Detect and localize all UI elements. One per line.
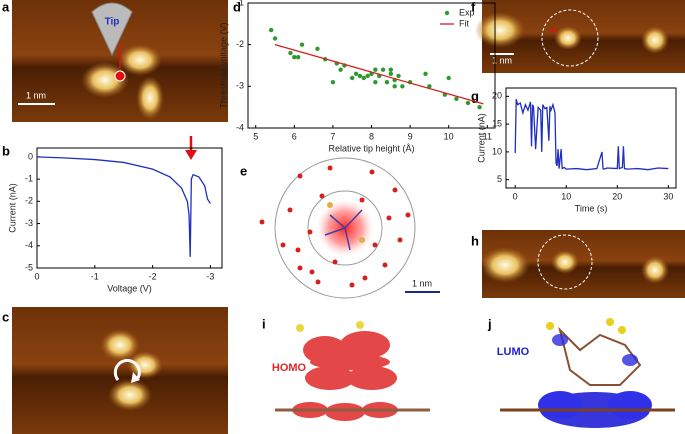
y-axis-label: Threshold voltage (V) (218, 22, 228, 108)
data-point (454, 96, 459, 102)
y-tick-label: 0 (28, 151, 33, 161)
x-tick-label: -1 (91, 271, 99, 281)
data-point (400, 84, 405, 89)
x-tick-label: 7 (330, 131, 335, 141)
panel-label: h (471, 233, 479, 248)
data-point (315, 46, 320, 52)
data-point (299, 42, 305, 47)
y-tick-label: 5 (497, 174, 502, 184)
y-tick-label: -2 (236, 39, 244, 49)
scale-bar-label: 1 nm (492, 55, 512, 65)
panel-label: d (233, 0, 241, 14)
stm-image-h (480, 230, 685, 298)
data-point (361, 75, 366, 81)
y-tick-label: 20 (492, 91, 502, 101)
x-tick-label: 11 (483, 131, 492, 141)
data-point (477, 104, 482, 110)
scale-bar-label: 1 nm (26, 90, 46, 100)
x-tick-label: 8 (369, 131, 374, 141)
x-tick-label: 0 (513, 191, 518, 201)
data-point (427, 84, 432, 89)
data-point (423, 71, 428, 77)
data-point (288, 50, 293, 56)
x-tick-label: 30 (663, 191, 673, 201)
x-tick-label: 9 (408, 131, 413, 141)
panel-label: b (2, 143, 10, 158)
x-tick-label: 0 (34, 271, 39, 281)
panel-label: j (487, 316, 492, 331)
data-point (268, 27, 274, 33)
data-line (274, 44, 484, 105)
x-axis-label: Time (s) (575, 203, 608, 213)
y-axis-label: Current (nA) (476, 113, 486, 163)
data-point (353, 71, 359, 77)
y-tick-label: -5 (25, 262, 33, 272)
plot-frame (247, 2, 496, 129)
x-tick-label: 6 (292, 131, 297, 141)
x-tick-label: 5 (253, 131, 258, 141)
stm-image-c (12, 307, 228, 434)
data-point (388, 71, 393, 77)
data-point (365, 73, 370, 79)
data-point (350, 75, 355, 81)
y-axis-label: Current (nA) (7, 183, 17, 233)
data-point (373, 67, 378, 72)
x-tick-label: -3 (206, 271, 214, 281)
scale-bar-label: 1 nm (412, 278, 432, 288)
data-point (384, 79, 390, 85)
data-point (446, 75, 451, 81)
plot-frame (505, 87, 677, 189)
data-point (338, 67, 343, 72)
legend-swatch (444, 10, 450, 16)
data-line (36, 156, 211, 257)
legend-label: Exp (459, 7, 475, 17)
orbital-label: LUMO (497, 346, 530, 358)
y-tick-label: -4 (25, 240, 33, 250)
tip-position-map (259, 157, 440, 299)
plot-frame (36, 147, 223, 269)
stm-image-a (12, 0, 228, 122)
tip-label: Tip (105, 17, 120, 28)
orbital-label: HOMO (272, 362, 307, 374)
y-tick-label: -1 (236, 0, 244, 7)
threshold-arrow (185, 136, 197, 160)
homo-orbital (275, 321, 430, 421)
data-point (380, 67, 386, 72)
panel-label: f (471, 0, 476, 14)
data-point (292, 54, 297, 60)
x-axis-label: Relative tip height (Å) (328, 143, 414, 153)
x-tick-label: 10 (561, 191, 571, 201)
lumo-orbital (500, 318, 675, 428)
y-tick-label: -1 (25, 173, 33, 183)
data-line (514, 98, 669, 171)
panel-label: a (2, 0, 10, 14)
y-tick-label: 15 (492, 118, 502, 128)
data-point (295, 54, 301, 60)
x-tick-label: 20 (612, 191, 622, 201)
data-point (465, 100, 471, 106)
y-tick-label: -3 (236, 81, 244, 91)
panel-label: c (2, 309, 9, 324)
x-tick-label: -2 (149, 271, 157, 281)
stm-image-f (475, 0, 685, 73)
y-tick-label: -3 (25, 218, 33, 228)
y-tick-label: -2 (25, 196, 33, 206)
data-point (357, 73, 363, 79)
x-tick-label: 10 (444, 131, 454, 141)
panel-label: g (471, 88, 479, 103)
data-point (392, 84, 397, 89)
x-axis-label: Voltage (V) (107, 283, 152, 293)
data-point (272, 36, 278, 41)
data-point (373, 79, 378, 85)
panel-label: e (240, 163, 247, 178)
y-tick-label: 10 (492, 146, 502, 156)
panel-label: i (262, 316, 266, 331)
data-point (396, 73, 401, 79)
data-point (388, 67, 393, 72)
data-point (330, 79, 336, 85)
y-tick-label: -4 (236, 122, 244, 132)
legend-label: Fit (459, 18, 469, 28)
